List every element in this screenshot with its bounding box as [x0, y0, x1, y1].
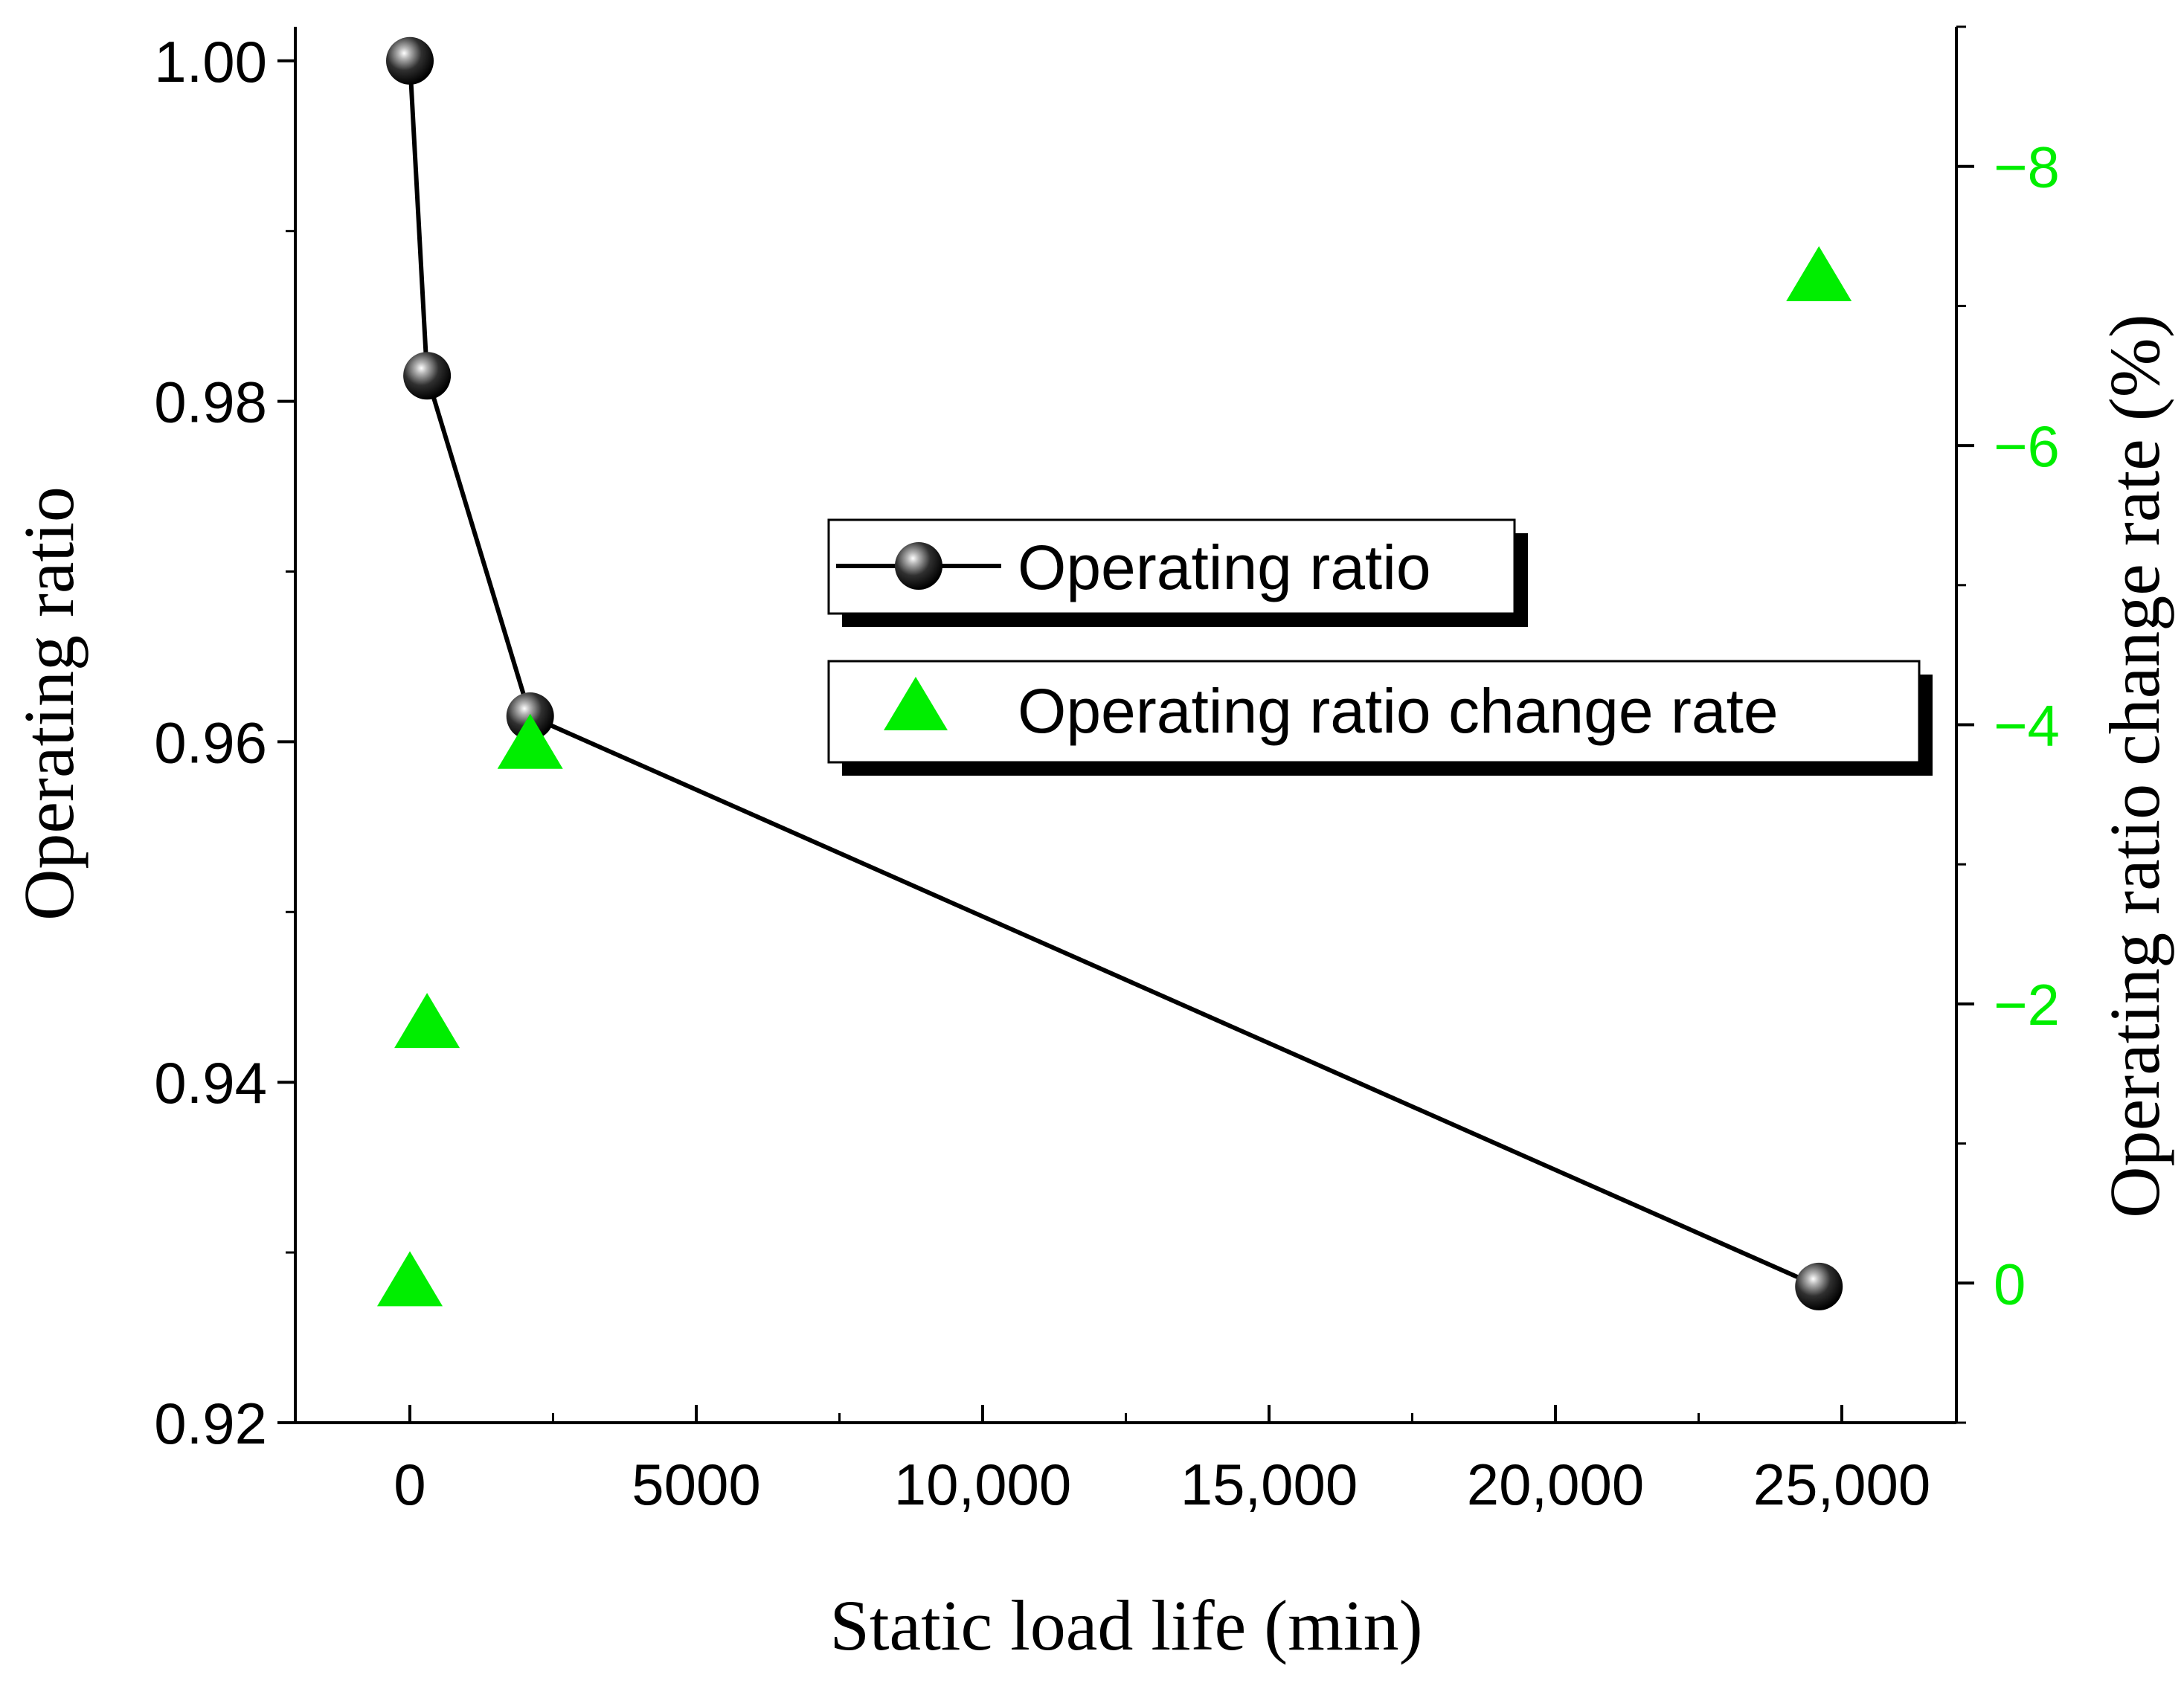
data-point-change-rate: [1786, 245, 1852, 301]
data-point-operating-ratio: [403, 352, 452, 400]
x-axis-title: Static load life (min): [829, 1586, 1422, 1665]
y2-tick-label: 0: [1994, 1251, 2026, 1316]
data-point-change-rate: [394, 993, 460, 1049]
y-tick-label: 1.00: [154, 29, 267, 94]
y-axis-title: Operating ratio: [9, 486, 89, 921]
data-point-change-rate: [497, 713, 563, 769]
y2-tick-label: −8: [1994, 135, 2060, 200]
y2-axis-title: Operating ratio change rate (%): [2095, 314, 2174, 1217]
data-point-operating-ratio: [386, 36, 434, 85]
y-tick-label: 0.98: [154, 370, 267, 435]
y-tick-label: 0.96: [154, 709, 267, 775]
y2-tick-label: −4: [1994, 693, 2060, 759]
y2-tick-label: −6: [1994, 413, 2060, 479]
x-tick-label: 10,000: [894, 1452, 1072, 1517]
x-tick-label: 0: [394, 1452, 425, 1517]
data-point-change-rate: [377, 1251, 443, 1307]
legend-label-change-rate: Operating ratio change rate: [1018, 676, 1779, 746]
legend-label-operating-ratio: Operating ratio: [1018, 532, 1431, 602]
legend-triangle-marker: [884, 677, 948, 730]
x-tick-label: 15,000: [1181, 1452, 1358, 1517]
x-tick-label: 20,000: [1467, 1452, 1645, 1517]
data-point-operating-ratio: [1795, 1262, 1843, 1310]
y-tick-label: 0.94: [154, 1050, 267, 1116]
legend-item-change-rate: Operating ratio change rate: [827, 660, 1933, 776]
legend-item-operating-ratio: Operating ratio: [827, 518, 1528, 627]
y-tick-label: 0.92: [154, 1391, 267, 1456]
x-tick-label: 5000: [632, 1452, 761, 1517]
series-line-operating-ratio: [408, 60, 1820, 1289]
y2-tick-label: −2: [1994, 972, 2060, 1037]
legend-sphere-marker: [895, 542, 942, 590]
x-tick-label: 25,000: [1753, 1452, 1931, 1517]
